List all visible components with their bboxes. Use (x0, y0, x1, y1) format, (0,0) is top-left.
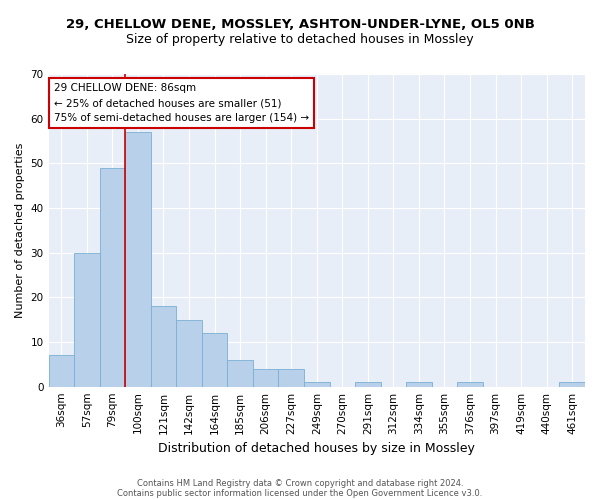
Bar (559, 382, 585, 386)
Text: 29, CHELLOW DENE, MOSSLEY, ASHTON-UNDER-LYNE, OL5 0NB: 29, CHELLOW DENE, MOSSLEY, ASHTON-UNDER-… (65, 18, 535, 30)
Bar (202, 333, 227, 386)
Bar (278, 369, 304, 386)
Bar (176, 320, 202, 386)
Bar (125, 132, 151, 386)
Bar (49, 356, 74, 386)
Bar (151, 306, 176, 386)
Bar (304, 382, 329, 386)
Text: Size of property relative to detached houses in Mossley: Size of property relative to detached ho… (126, 32, 474, 46)
Text: Contains HM Land Registry data © Crown copyright and database right 2024.: Contains HM Land Registry data © Crown c… (137, 478, 463, 488)
Bar (227, 360, 253, 386)
Text: Contains public sector information licensed under the Open Government Licence v3: Contains public sector information licen… (118, 488, 482, 498)
Bar (74, 252, 100, 386)
Text: 29 CHELLOW DENE: 86sqm
← 25% of detached houses are smaller (51)
75% of semi-det: 29 CHELLOW DENE: 86sqm ← 25% of detached… (54, 84, 309, 123)
Bar (100, 168, 125, 386)
X-axis label: Distribution of detached houses by size in Mossley: Distribution of detached houses by size … (158, 442, 475, 455)
Y-axis label: Number of detached properties: Number of detached properties (15, 142, 25, 318)
Bar (457, 382, 483, 386)
Bar (253, 369, 278, 386)
Bar (406, 382, 432, 386)
Bar (355, 382, 380, 386)
